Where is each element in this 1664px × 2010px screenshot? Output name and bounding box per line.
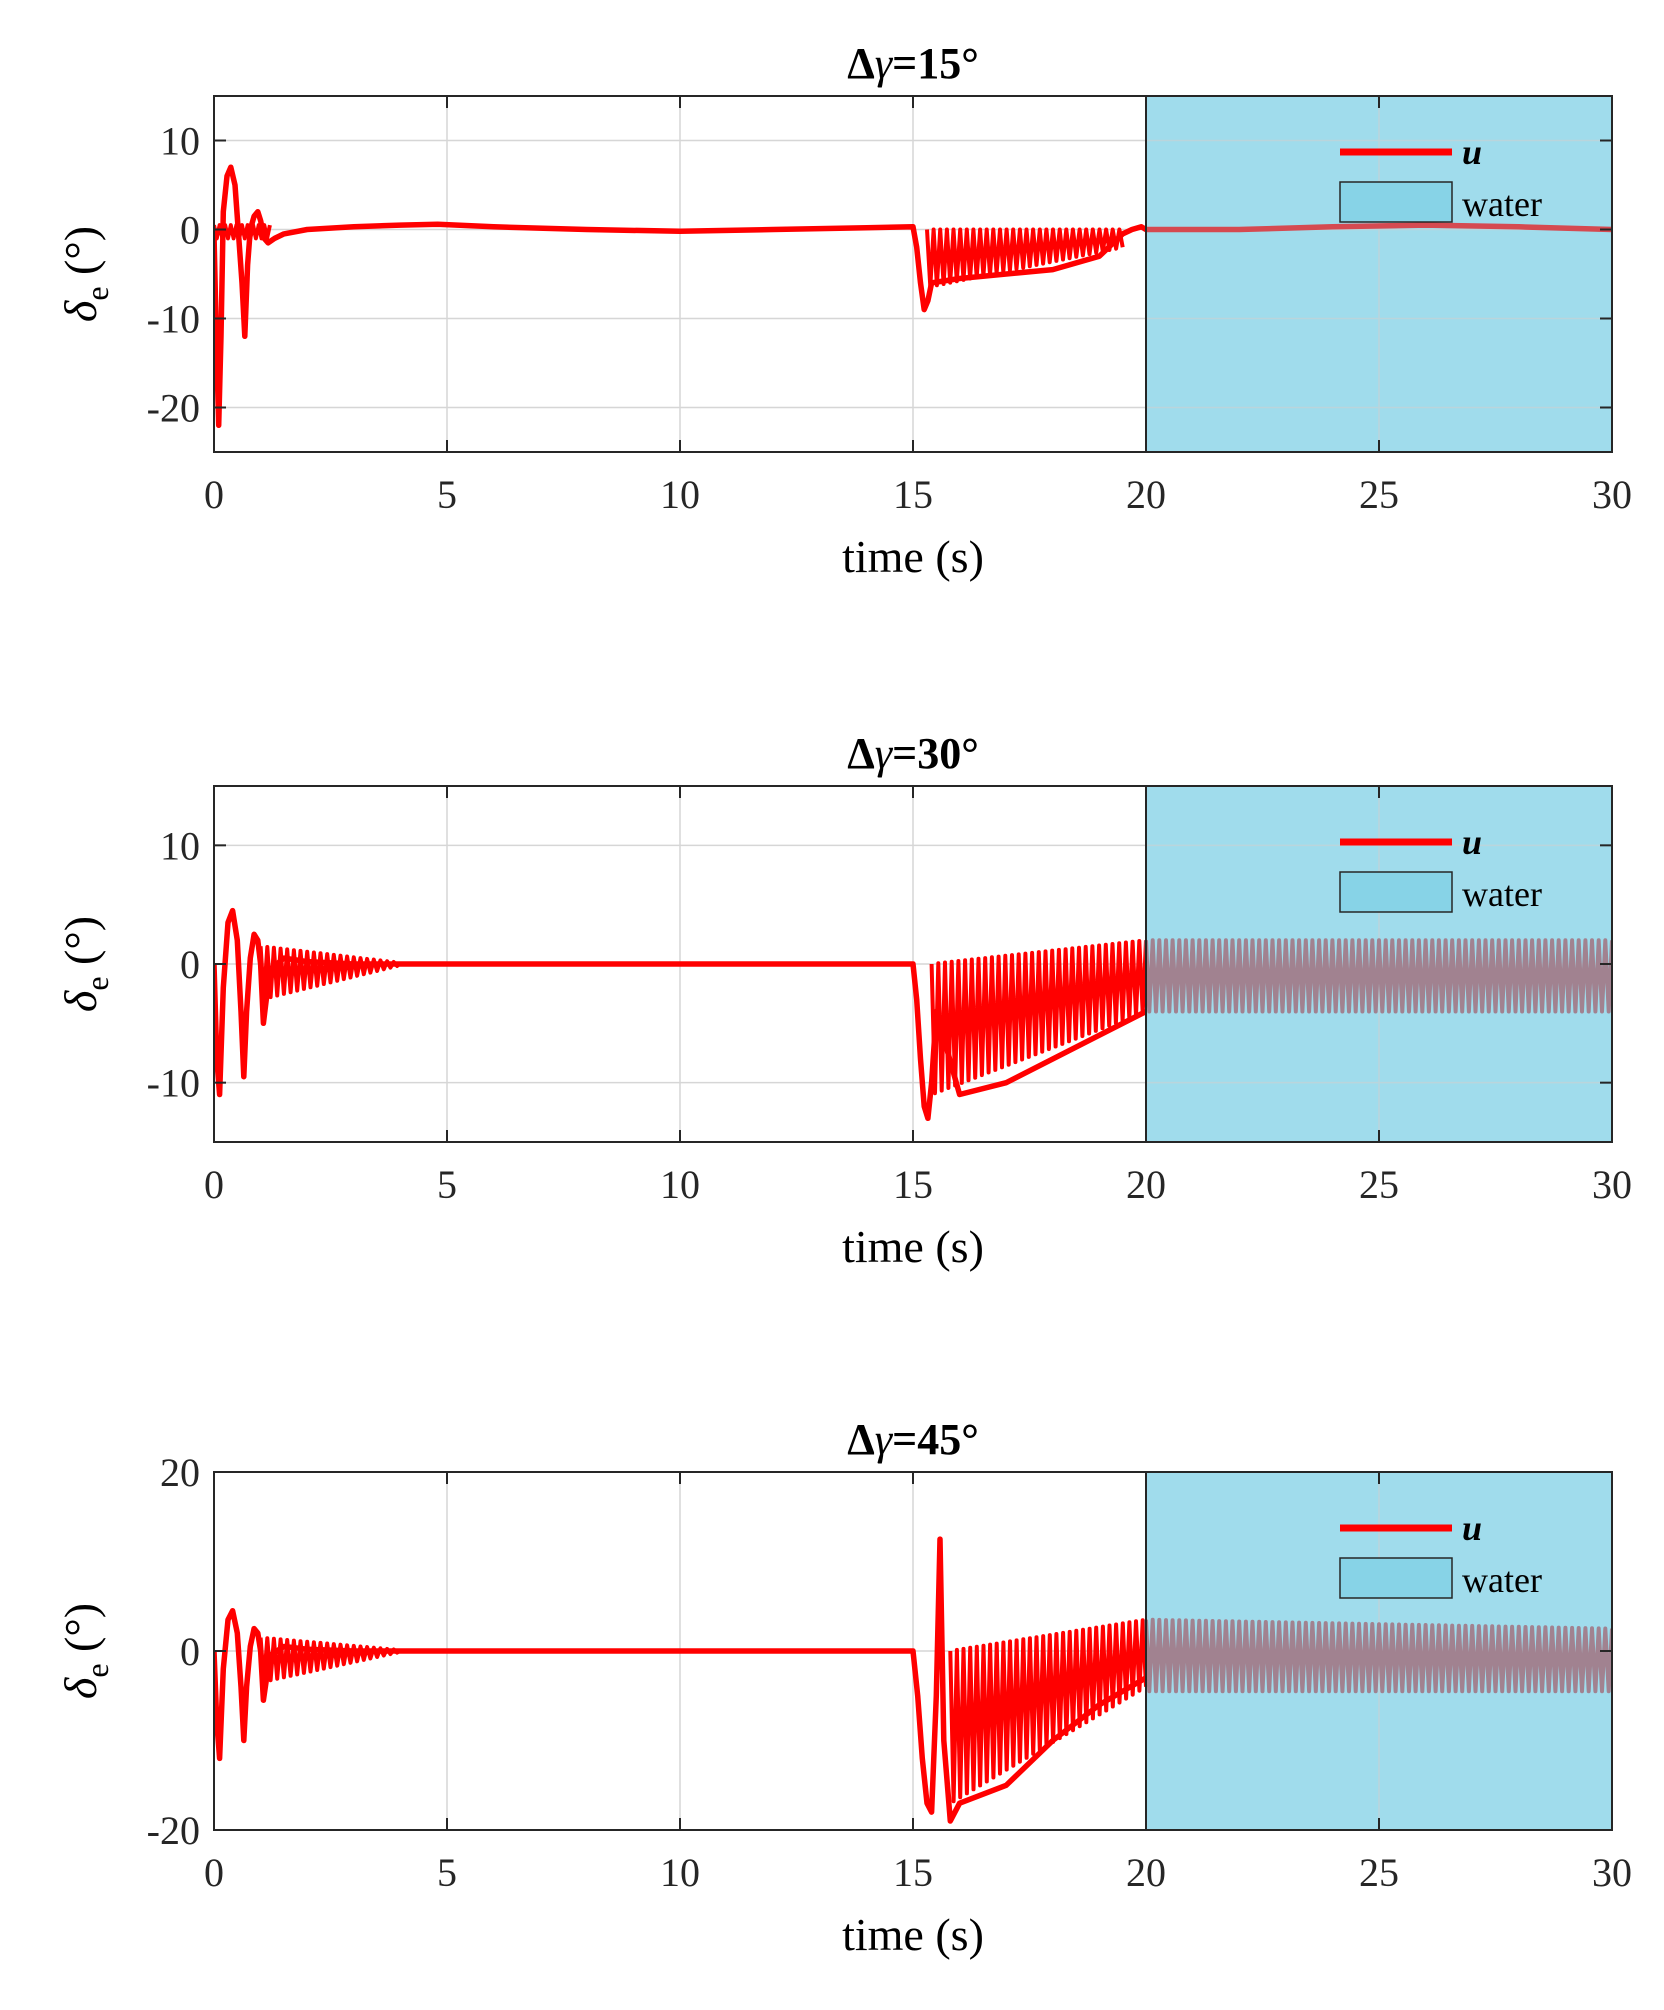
y-tick-label: -10 bbox=[147, 297, 200, 342]
x-tick-label: 20 bbox=[1126, 1850, 1166, 1895]
x-axis-label: time (s) bbox=[842, 1221, 984, 1272]
subplot-2: 0 5 10 15 20 25 30 -10 0 10 Δγ=30° time (s) δe (°) uw… bbox=[55, 729, 1632, 1272]
x-tick-label: 0 bbox=[204, 1850, 224, 1895]
oscillation-band-2 bbox=[948, 1618, 1148, 1804]
legend-label-u: u bbox=[1462, 822, 1482, 862]
x-tick-label: 30 bbox=[1592, 1850, 1632, 1895]
x-tick-label: 10 bbox=[660, 1850, 700, 1895]
y-tick-label: 20 bbox=[160, 1450, 200, 1495]
x-tick-label: 0 bbox=[204, 1162, 224, 1207]
oscillation-band-2 bbox=[929, 939, 1148, 1096]
oscillation-band-1 bbox=[258, 1636, 402, 1684]
x-tick-label: 0 bbox=[204, 472, 224, 517]
legend-swatch-water bbox=[1339, 871, 1453, 913]
x-tick-label: 20 bbox=[1126, 472, 1166, 517]
y-axis-label: δe (°) bbox=[55, 226, 115, 322]
water-overlay bbox=[1147, 1472, 1612, 1830]
legend: u water bbox=[1339, 1508, 1542, 1600]
series-u bbox=[214, 164, 1612, 429]
x-tick-label: 25 bbox=[1359, 472, 1399, 517]
y-axis-label: δe (°) bbox=[55, 1603, 115, 1699]
x-tick-label: 25 bbox=[1359, 1162, 1399, 1207]
legend: u water bbox=[1339, 822, 1542, 914]
series-u bbox=[214, 1536, 1612, 1824]
y-tick-label: 0 bbox=[180, 1629, 200, 1674]
x-axis-label: time (s) bbox=[842, 1909, 984, 1960]
x-tick-label: 15 bbox=[893, 1162, 933, 1207]
legend-label-u: u bbox=[1462, 132, 1482, 172]
x-tick-label: 10 bbox=[660, 472, 700, 517]
y-tick-label: 10 bbox=[160, 119, 200, 164]
series-line-u bbox=[214, 1536, 1148, 1824]
oscillation-band-1 bbox=[258, 945, 402, 1001]
series-line-u bbox=[214, 164, 1612, 429]
oscillation-band-2 bbox=[925, 227, 1125, 289]
x-axis-label: time (s) bbox=[842, 531, 984, 582]
y-tick-label: 0 bbox=[180, 942, 200, 987]
legend: u water bbox=[1339, 132, 1542, 224]
series-u bbox=[214, 907, 1612, 1122]
y-tick-label: 0 bbox=[180, 208, 200, 253]
x-tick-label: 25 bbox=[1359, 1850, 1399, 1895]
series-line-u bbox=[214, 907, 1148, 1122]
subplot-1: 0 5 10 15 20 25 30 -20 -10 0 10 Δγ=15° time (s) δe (°… bbox=[55, 39, 1632, 582]
legend-label-u: u bbox=[1462, 1508, 1482, 1548]
y-tick-label: -10 bbox=[147, 1061, 200, 1106]
legend-swatch-water bbox=[1339, 181, 1453, 223]
oscillation-band-3 bbox=[1144, 938, 1612, 1014]
legend-label-water: water bbox=[1462, 184, 1542, 224]
chart-title: Δγ=15° bbox=[847, 39, 979, 88]
chart-title: Δγ=45° bbox=[847, 1415, 979, 1464]
x-tick-label: 15 bbox=[893, 1850, 933, 1895]
x-tick-label: 30 bbox=[1592, 472, 1632, 517]
chart-title: Δγ=30° bbox=[847, 729, 979, 778]
legend-swatch-water bbox=[1339, 1557, 1453, 1599]
y-tick-label: 10 bbox=[160, 823, 200, 868]
oscillation-band-3 bbox=[1144, 1617, 1612, 1694]
x-tick-label: 5 bbox=[437, 1850, 457, 1895]
x-tick-label: 20 bbox=[1126, 1162, 1166, 1207]
legend-label-water: water bbox=[1462, 874, 1542, 914]
x-tick-label: 5 bbox=[437, 472, 457, 517]
y-tick-label: -20 bbox=[147, 386, 200, 431]
x-tick-label: 5 bbox=[437, 1162, 457, 1207]
x-tick-label: 15 bbox=[893, 472, 933, 517]
y-axis-label: δe (°) bbox=[55, 916, 115, 1012]
x-tick-label: 30 bbox=[1592, 1162, 1632, 1207]
legend-label-water: water bbox=[1462, 1560, 1542, 1600]
y-tick-label: -20 bbox=[147, 1808, 200, 1853]
x-tick-label: 10 bbox=[660, 1162, 700, 1207]
